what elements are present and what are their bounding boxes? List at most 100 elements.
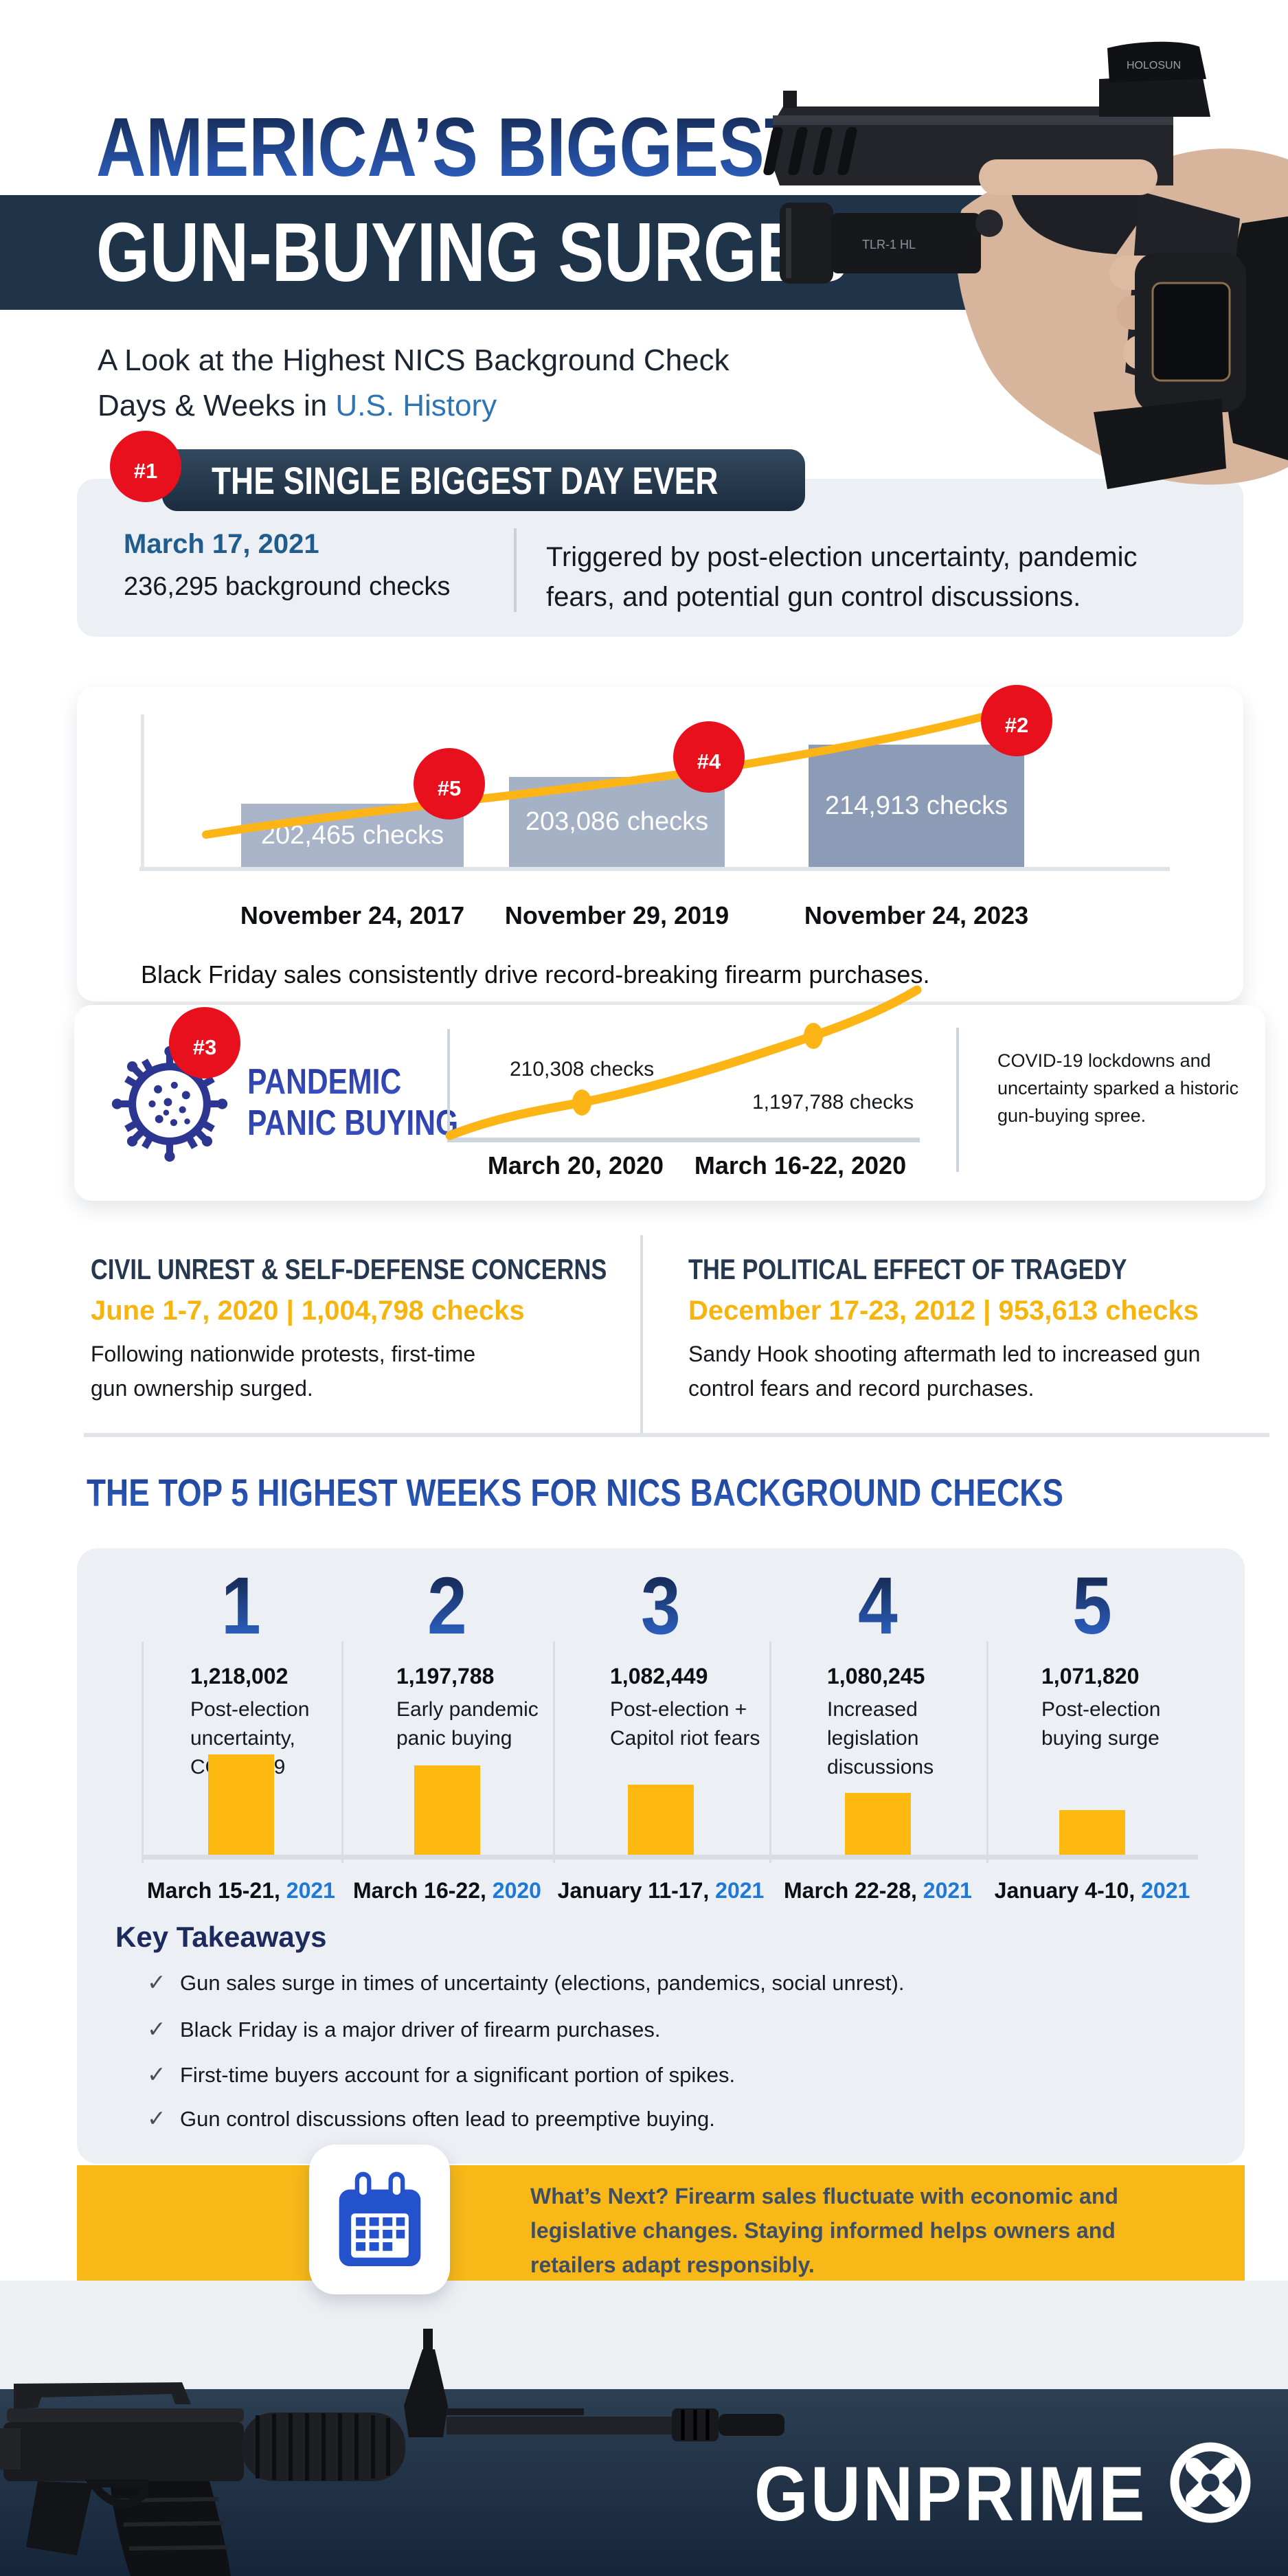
banner-title: THE SINGLE BIGGEST DAY EVER	[212, 458, 719, 502]
top5-grid-line	[341, 1642, 343, 1863]
pandemic-point2-date: March 16-22, 2020	[694, 1151, 907, 1179]
pandemic-title-line1: PANDEMIC	[247, 1062, 402, 1102]
sight-brand-label: HOLOSUN	[1127, 60, 1181, 71]
bf-date-2019: November 29, 2019	[504, 901, 730, 929]
whats-next-text: What’s Next? Firearm sales fluctuate wit…	[530, 2184, 1118, 2277]
record-stat: 236,295 background checks	[124, 572, 451, 601]
pandemic-point1-value: 210,308 checks	[510, 1058, 655, 1081]
top5-column-2: 2 1,197,788 Early pandemic panic buying …	[337, 1561, 557, 1932]
pandemic-description: COVID-19 lockdowns and uncertainty spark…	[997, 1050, 1239, 1126]
rank-5-badge: #5	[414, 748, 485, 820]
week-reason: Early pandemic panic buying	[396, 1698, 539, 1750]
page-title-line1: AMERICA’S BIGGEST	[96, 100, 806, 194]
event-civil-unrest-title: CIVIL UNREST & SELF-DEFENSE CONCERNS	[91, 1253, 607, 1285]
check-icon: ✓	[147, 2105, 166, 2131]
week-date: March 16-22, 2020	[353, 1878, 541, 1903]
light-brand-label: TLR-1 HL	[862, 238, 916, 251]
pandemic-card	[74, 1005, 1265, 1201]
week-reason: Post-election + Capitol riot fears	[610, 1698, 760, 1750]
check-icon: ✓	[147, 2061, 166, 2087]
week-value: 1,082,449	[610, 1664, 708, 1688]
top5-heading: THE TOP 5 HIGHEST WEEKS FOR NICS BACKGRO…	[87, 1471, 1063, 1514]
rank-number: 4	[858, 1561, 898, 1651]
bf-trend-line	[202, 707, 1008, 839]
calendar-icon	[339, 2171, 420, 2267]
bf-date-2023: November 24, 2023	[804, 901, 1029, 929]
week-value: 1,080,245	[827, 1664, 925, 1688]
top5-grid-line	[553, 1642, 555, 1863]
takeaway-item: ✓ First-time buyers account for a signifi…	[147, 2061, 736, 2087]
takeaway-item: ✓ Gun sales surge in times of uncertainty…	[147, 1969, 905, 1995]
rank-number: 1	[221, 1561, 261, 1651]
week-reason: Increased legislation discussions	[827, 1698, 934, 1778]
top5-column-4: 4 1,080,245 Increased legislation discus…	[768, 1561, 988, 1932]
top5-column-1: 1 1,218,002 Post-election uncertainty, C…	[131, 1561, 351, 1932]
brand-emblem-icon	[1170, 2442, 1251, 2523]
week-date: March 22-28, 2021	[784, 1878, 972, 1903]
top5-axis	[142, 1855, 1198, 1860]
rank-4-badge: #4	[673, 721, 745, 793]
check-icon: ✓	[147, 2016, 166, 2042]
page-title-line2: GUN-BUYING SURGES	[96, 205, 848, 299]
event-civil-unrest-description: Following nationwide protests, first-tim…	[91, 1342, 476, 1401]
week-value: 1,218,002	[190, 1664, 289, 1688]
rank-1-badge: #1	[110, 431, 181, 502]
rank-2-badge: #2	[981, 685, 1052, 756]
week-date: March 15-21, 2021	[147, 1878, 335, 1903]
record-date: March 17, 2021	[124, 529, 319, 559]
bf-x-axis	[139, 867, 1170, 871]
week-bar	[208, 1754, 274, 1855]
subtitle: A Look at the Highest NICS Background Ch…	[98, 338, 730, 429]
card-divider	[514, 528, 517, 612]
pandemic-divider	[956, 1028, 959, 1172]
brand-logo: GUNPRIME	[754, 2451, 1148, 2537]
bf-caption: Black Friday sales consistently drive re…	[141, 960, 930, 988]
week-date: January 11-17, 2021	[557, 1878, 765, 1903]
event-tragedy-stat: December 17-23, 2012 | 953,613 checks	[688, 1296, 1199, 1326]
rank-number: 3	[641, 1561, 681, 1651]
rank-number: 5	[1072, 1561, 1112, 1651]
subtitle-line1: A Look at the Highest NICS Background Ch…	[98, 343, 730, 377]
takeaway-item: ✓ Gun control discussions often lead to p…	[147, 2105, 715, 2131]
week-bar	[845, 1793, 911, 1855]
single-biggest-day-banner: THE SINGLE BIGGEST DAY EVER	[162, 449, 805, 511]
subtitle-highlight: U.S. History	[335, 389, 497, 422]
rank-3-badge: #3	[169, 1007, 240, 1078]
week-date: January 4-10, 2021	[994, 1878, 1190, 1903]
key-takeaways-heading: Key Takeaways	[115, 1921, 327, 1953]
pandemic-point2-value: 1,197,788 checks	[752, 1091, 914, 1114]
week-bar	[1059, 1810, 1125, 1855]
top5-column-3: 3 1,082,449 Post-election + Capitol riot…	[551, 1561, 771, 1932]
top5-column-5: 5 1,071,820 Post-election buying surge J…	[982, 1561, 1202, 1932]
footer-strip	[0, 2281, 1288, 2389]
calendar-tile	[309, 2145, 450, 2294]
week-value: 1,197,788	[396, 1664, 495, 1688]
bf-y-axis	[141, 714, 144, 870]
pistol-photo: HOLOSUN TLR-1 HL	[714, 14, 1288, 501]
top5-grid-line	[142, 1642, 144, 1863]
event-tragedy-description: Sandy Hook shooting aftermath led to inc…	[688, 1342, 1201, 1401]
pandemic-title-line2: PANIC BUYING	[247, 1103, 459, 1143]
week-bar	[628, 1785, 694, 1855]
event-civil-unrest-stat: June 1-7, 2020 | 1,004,798 checks	[91, 1296, 525, 1326]
top5-grid-line	[986, 1642, 988, 1863]
event-tragedy-title: THE POLITICAL EFFECT OF TRAGEDY	[688, 1253, 1127, 1285]
rifle-photo	[0, 2287, 797, 2576]
whats-next-banner	[77, 2165, 1245, 2281]
week-reason: Post-election buying surge	[1041, 1698, 1161, 1750]
top5-grid-line	[769, 1642, 771, 1863]
pandemic-y-axis	[447, 1029, 450, 1140]
bf-bar-2023: 214,913 checks	[809, 745, 1024, 867]
rank-number: 2	[427, 1561, 467, 1651]
subtitle-line2: Days & Weeks in U.S. History	[98, 389, 497, 422]
pandemic-trend-line	[445, 985, 922, 1140]
bf-date-2017: November 24, 2017	[240, 901, 465, 929]
week-value: 1,071,820	[1041, 1664, 1140, 1688]
takeaway-item: ✓ Black Friday is a major driver of firea…	[147, 2016, 661, 2042]
pandemic-x-axis	[447, 1138, 920, 1142]
check-icon: ✓	[147, 1969, 166, 1995]
section-divider	[84, 1433, 1269, 1437]
record-description: Triggered by post-election uncertainty, …	[546, 542, 1138, 612]
pandemic-point1-date: March 20, 2020	[487, 1151, 664, 1179]
